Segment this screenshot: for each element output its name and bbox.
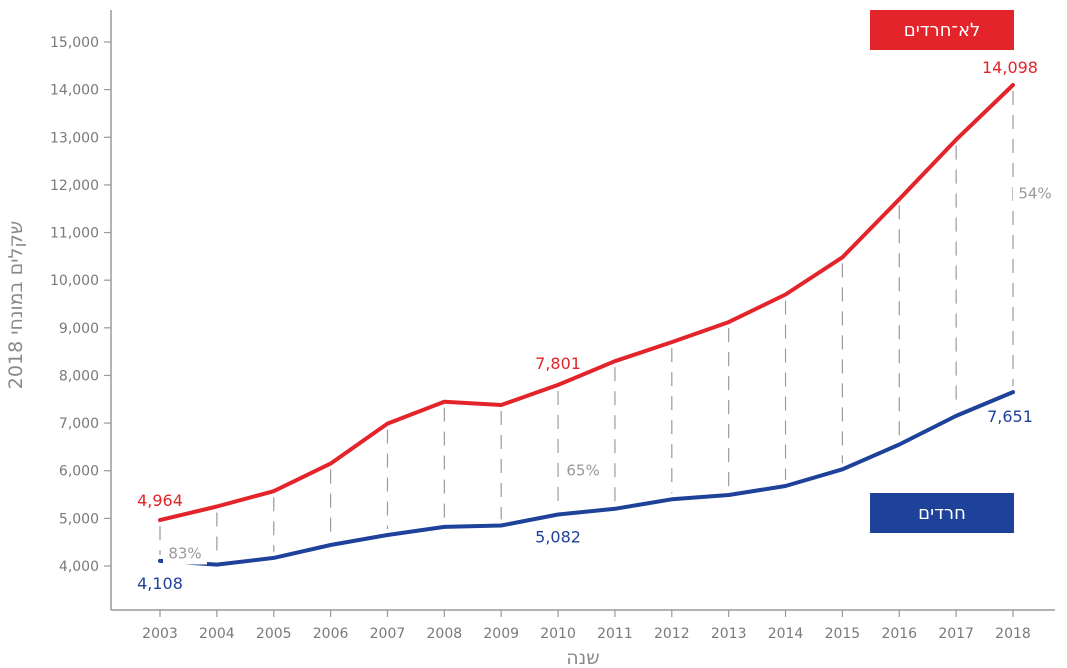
x-tick-label: 2018 — [995, 626, 1031, 642]
gap-dashed-lines — [159, 90, 1014, 559]
x-tick-label: 2015 — [825, 626, 861, 642]
gap-percent-bg — [163, 542, 207, 565]
data-label: 4,108 — [137, 574, 183, 593]
x-tick-label: 2004 — [199, 626, 235, 642]
legend-badge-haredi-label: חרדים — [918, 503, 966, 524]
data-labels: 4,964 7,801 14,098 4,108 5,082 7,651 — [137, 58, 1038, 593]
x-tick-label: 2014 — [768, 626, 804, 642]
y-tick-label: 5,000 — [59, 511, 99, 527]
x-tick-label: 2016 — [881, 626, 917, 642]
gap-percent-label: 83% — [168, 544, 201, 562]
x-axis-ticks: 2003 2004 2005 2006 2007 2008 2009 2010 2011 2012… — [142, 610, 1031, 642]
y-axis-title: שקלים במונחי 2018 — [5, 221, 27, 389]
x-tick-label: 2007 — [370, 626, 406, 642]
x-tick-label: 2003 — [142, 626, 178, 642]
series-line-non-haredi — [158, 83, 1015, 523]
x-tick-label: 2011 — [597, 626, 633, 642]
y-axis-ticks: 4,000 5,000 6,000 7,000 8,000 9,000 10,000 11,0… — [50, 35, 111, 575]
legend-badge-haredi — [870, 493, 1014, 533]
x-tick-label: 2017 — [938, 626, 974, 642]
data-label: 5,082 — [535, 527, 581, 546]
legend: לא־חרדים חרדים — [870, 10, 1014, 533]
data-label: 4,964 — [137, 491, 183, 510]
gap-percent-bg — [561, 459, 606, 482]
y-tick-label: 10,000 — [50, 273, 99, 289]
x-tick-label: 2006 — [313, 626, 349, 642]
y-tick-label: 7,000 — [59, 416, 99, 432]
gap-percent-labels: 83% 65% 54% — [163, 182, 1057, 565]
y-tick-label: 15,000 — [50, 35, 99, 51]
y-tick-label: 12,000 — [50, 178, 99, 194]
gap-percent-label: 54% — [1018, 185, 1051, 203]
series-lines — [158, 83, 1015, 567]
gap-percent-bg — [1013, 182, 1057, 205]
x-axis-title: שנה — [566, 647, 599, 668]
x-tick-label: 2009 — [483, 626, 519, 642]
y-tick-label: 8,000 — [59, 368, 99, 384]
y-tick-label: 9,000 — [59, 321, 99, 337]
axes — [110, 10, 1055, 611]
x-tick-label: 2008 — [427, 626, 463, 642]
x-tick-label: 2013 — [711, 626, 747, 642]
x-tick-label: 2012 — [654, 626, 690, 642]
x-tick-label: 2010 — [540, 626, 576, 642]
data-label: 14,098 — [982, 58, 1038, 77]
legend-badge-non-haredi — [870, 10, 1014, 50]
gap-percent-label: 65% — [566, 462, 599, 480]
y-tick-label: 11,000 — [50, 226, 99, 242]
data-label: 7,651 — [987, 407, 1033, 426]
series-line-haredi — [158, 390, 1015, 567]
legend-badge-non-haredi-label: לא־חרדים — [904, 20, 980, 41]
y-tick-label: 4,000 — [59, 559, 99, 575]
y-tick-label: 6,000 — [59, 464, 99, 480]
y-tick-label: 13,000 — [50, 130, 99, 146]
x-tick-label: 2005 — [256, 626, 292, 642]
y-tick-label: 14,000 — [50, 83, 99, 99]
data-label: 7,801 — [535, 354, 581, 373]
